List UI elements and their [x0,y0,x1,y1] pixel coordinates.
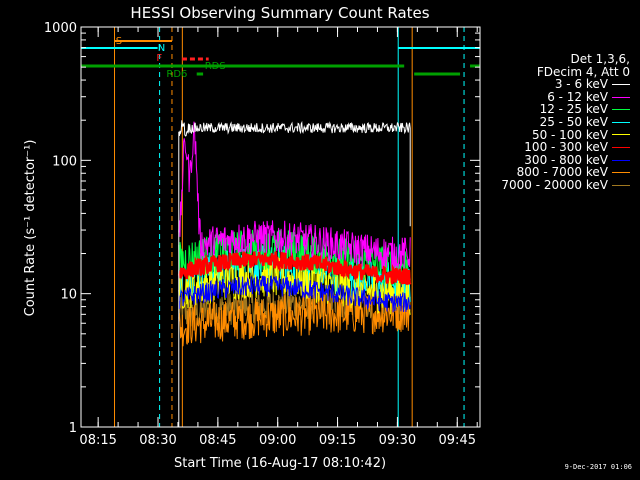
legend-swatch [612,184,630,186]
x-tick-label-6: 09:45 [439,433,476,448]
legend-label: 800 - 7000 keV [516,165,608,180]
x-tick-label-1: 08:30 [139,433,176,448]
legend-label: 25 - 50 keV [539,114,608,129]
axes-frame [80,26,481,428]
legend-item-9: 7000 - 20000 keV [501,179,630,192]
legend-header-2: FDecim 4, Att 0 [536,64,630,79]
legend-label: 50 - 100 keV [531,127,608,142]
state-label-f: F [156,53,162,64]
state-label-rd6: RD6 [166,69,187,80]
x-tick-label-0: 08:15 [79,433,116,448]
series-line-6 [177,251,412,285]
y-tick-label-0: 1 [69,421,77,436]
y-tick-label-1: 10 [60,288,77,303]
y-tick-label-3: 1000 [44,21,77,36]
legend-item-6: 100 - 300 keV [501,141,630,154]
legend-swatch [612,83,630,85]
legend-swatch [612,121,630,123]
x-tick-label-2: 08:45 [199,433,236,448]
legend-item-4: 25 - 50 keV [501,116,630,129]
legend-item-3: 12 - 25 keV [501,103,630,116]
legend-item-8: 800 - 7000 keV [501,166,630,179]
y-axis-label: Count Rate (s⁻¹ detector⁻¹) [23,140,38,317]
state-label-n: N [158,43,165,54]
legend-header-1: Det 1,3,6, [570,52,631,66]
legend-label: 6 - 12 keV [547,89,608,104]
legend-label: 7000 - 20000 keV [501,177,608,192]
legend-swatch [612,134,630,136]
legend-swatch [612,96,630,98]
legend-item-2: 6 - 12 keV [501,91,630,104]
timestamp: 9-Dec-2017 01:06 [564,463,632,471]
plot-area: S NF RDS RD6 1 10 100 1000 08:15 08:30 08:45 09:00 0… [44,21,481,448]
legend-swatch [612,109,630,111]
legend-label: 3 - 6 keV [554,77,608,92]
series-line-1 [178,120,411,427]
series-line-2 [178,121,411,271]
x-tick-label-5: 09:30 [379,433,416,448]
state-label-rds: RDS [205,61,226,72]
legend-label: 300 - 800 keV [524,152,608,167]
series-line-7 [178,274,411,313]
legend-item-1: 3 - 6 keV [501,78,630,91]
x-tick-label-3: 09:00 [259,433,296,448]
chart-title: HESSI Observing Summary Count Rates [130,4,429,22]
series-line-3 [178,229,411,287]
legend: Det 1,3,6, FDecim 4, Att 0 3 - 6 keV 6 - … [501,53,630,192]
legend-label: 100 - 300 keV [524,140,608,155]
legend-label: 12 - 25 keV [539,102,608,117]
y-tick-label-2: 100 [52,154,77,169]
series-line-8 [178,293,411,347]
x-axis-label: Start Time (16-Aug-17 08:10:42) [174,456,386,471]
legend-swatch [612,146,630,148]
state-label-s: S [116,36,122,47]
legend-swatch [612,172,630,174]
x-tick-label-4: 09:15 [319,433,356,448]
legend-item-5: 50 - 100 keV [501,127,630,142]
legend-item-7: 300 - 800 keV [501,154,630,167]
legend-swatch [612,159,630,161]
